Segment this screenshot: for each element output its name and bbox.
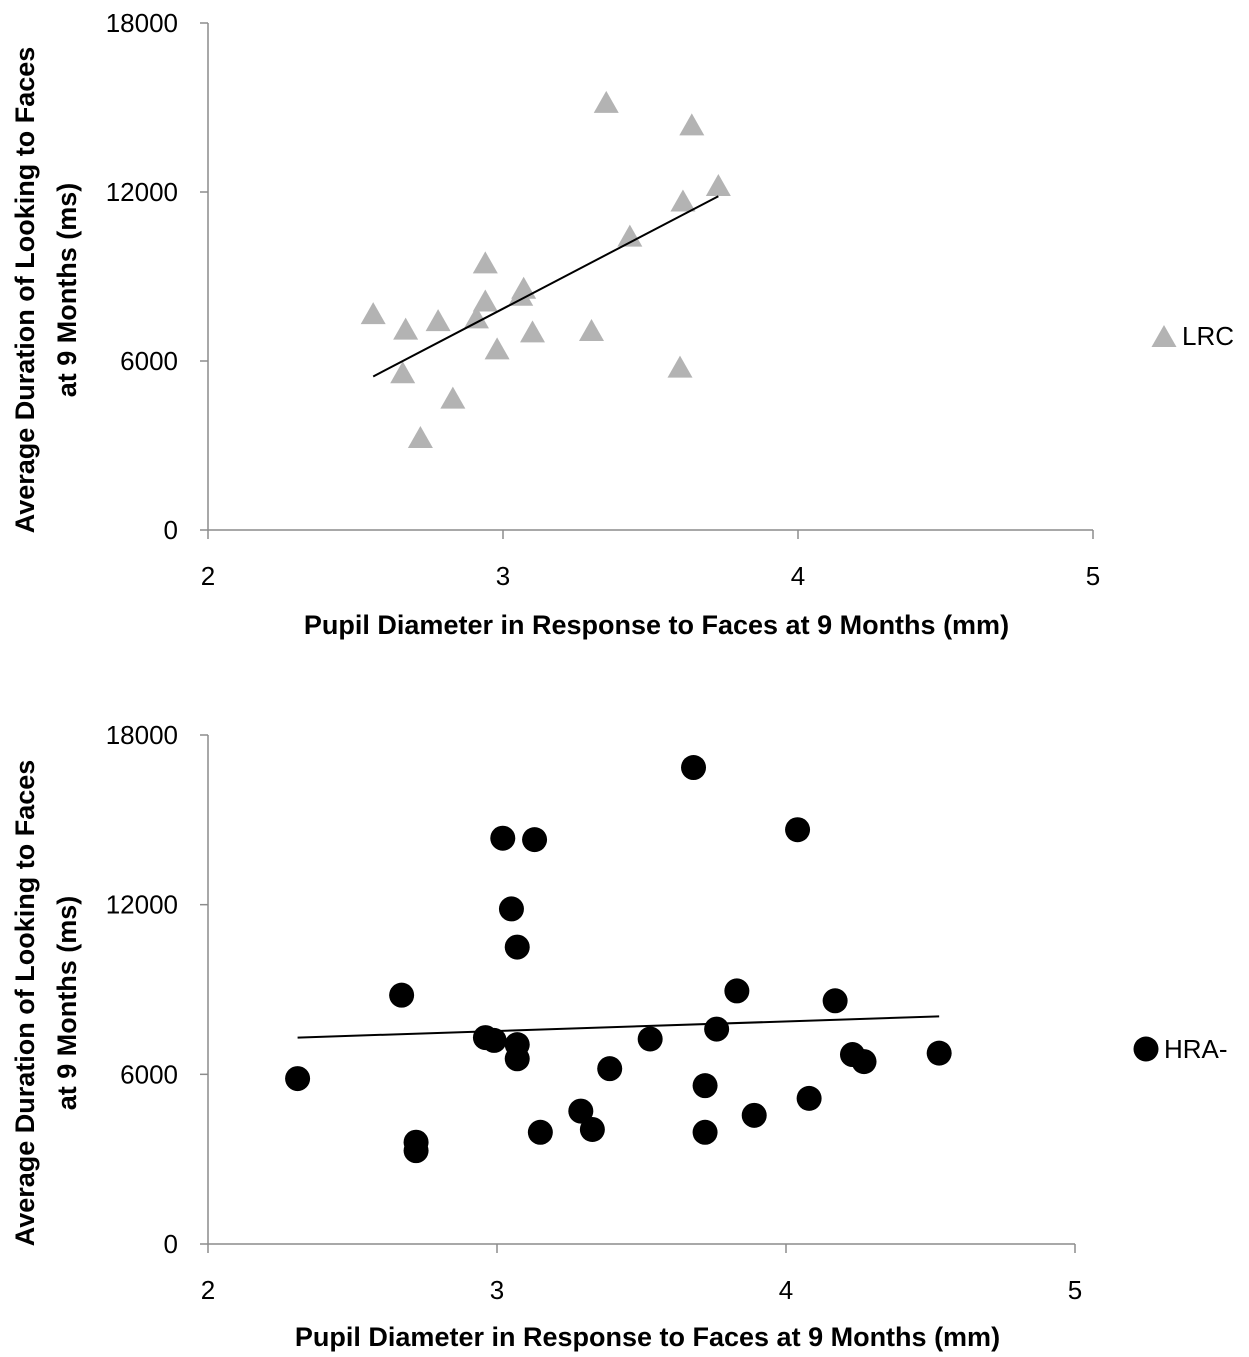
data-point [704,1016,730,1042]
y-tick-label: 0 [164,1229,178,1259]
data-point [785,817,811,843]
data-point [472,289,498,312]
data-point [498,896,524,922]
y-axis-title-line-1: Average Duration of Looking to Faces [10,760,40,1247]
data-point [670,189,696,212]
legend-label: LRC [1182,321,1234,351]
data-point [579,319,604,342]
x-tick-label: 2 [201,561,215,591]
x-tick-label: 5 [1068,1275,1082,1305]
data-point [463,306,489,329]
data-point [389,982,415,1008]
data-point [390,361,416,384]
y-tick-label: 18000 [106,8,178,38]
x-axis-title: Pupil Diameter in Response to Faces at 9… [304,610,1009,640]
data-point [511,276,537,299]
chart-panel-1: 0 6000 12000 18000 2 3 4 5 Pupil Diameter in Res… [10,8,1234,640]
data-point [472,251,498,274]
legend-marker [1133,1036,1159,1062]
x-axis-title: Pupil Diameter in Response to Faces at 9… [295,1322,1000,1352]
data-point [393,317,419,340]
data-point [637,1026,663,1052]
data-point [481,1027,507,1053]
legend-label: HRA- [1164,1034,1228,1064]
data-point [568,1098,594,1124]
data-point [504,934,530,960]
y-axis-title-line-2: at 9 Months (ms) [52,896,82,1111]
data-point [724,978,750,1004]
x-tick-label: 3 [496,561,510,591]
data-point [579,1116,605,1142]
trendline [372,195,719,378]
data-point [285,1066,311,1092]
data-point [692,1073,718,1099]
data-point [617,224,643,247]
y-tick-label: 6000 [120,346,178,376]
data-point [407,426,433,449]
data-point [679,113,705,136]
x-tick-label: 2 [201,1275,215,1305]
data-point [593,90,619,113]
data-point [504,1046,530,1072]
y-tick-label: 12000 [106,890,178,920]
data-point [522,827,548,853]
x-tick-label: 5 [1086,561,1100,591]
data-point [527,1119,553,1145]
y-tick-label: 0 [164,515,178,545]
data-point [705,173,731,196]
legend-marker [1151,325,1177,347]
data-point [425,309,451,332]
y-tick-label: 6000 [120,1059,178,1089]
data-point [796,1085,822,1111]
y-tick-label: 12000 [106,177,178,207]
data-point [851,1049,877,1075]
y-axis-title-line-1: Average Duration of Looking to Faces [10,47,40,534]
x-tick-label: 3 [490,1275,504,1305]
data-point [926,1040,952,1066]
data-point [360,302,386,325]
chart-panel-2: 0 6000 12000 18000 2 3 4 5 Pupil Diameter in Res… [10,720,1228,1352]
data-point [692,1119,718,1145]
x-tick-label: 4 [779,1275,793,1305]
data-point [490,825,516,851]
y-axis-title-line-2: at 9 Months (ms) [52,183,82,398]
data-point [741,1102,767,1128]
data-point [681,755,707,781]
data-point [822,988,848,1014]
y-tick-label: 18000 [106,720,178,750]
data-point [520,320,545,343]
data-point [484,337,510,360]
data-point [667,355,693,378]
trendline [297,1015,940,1039]
data-point [440,386,466,409]
data-point [403,1138,429,1164]
data-point [597,1056,623,1082]
x-tick-label: 4 [791,561,805,591]
